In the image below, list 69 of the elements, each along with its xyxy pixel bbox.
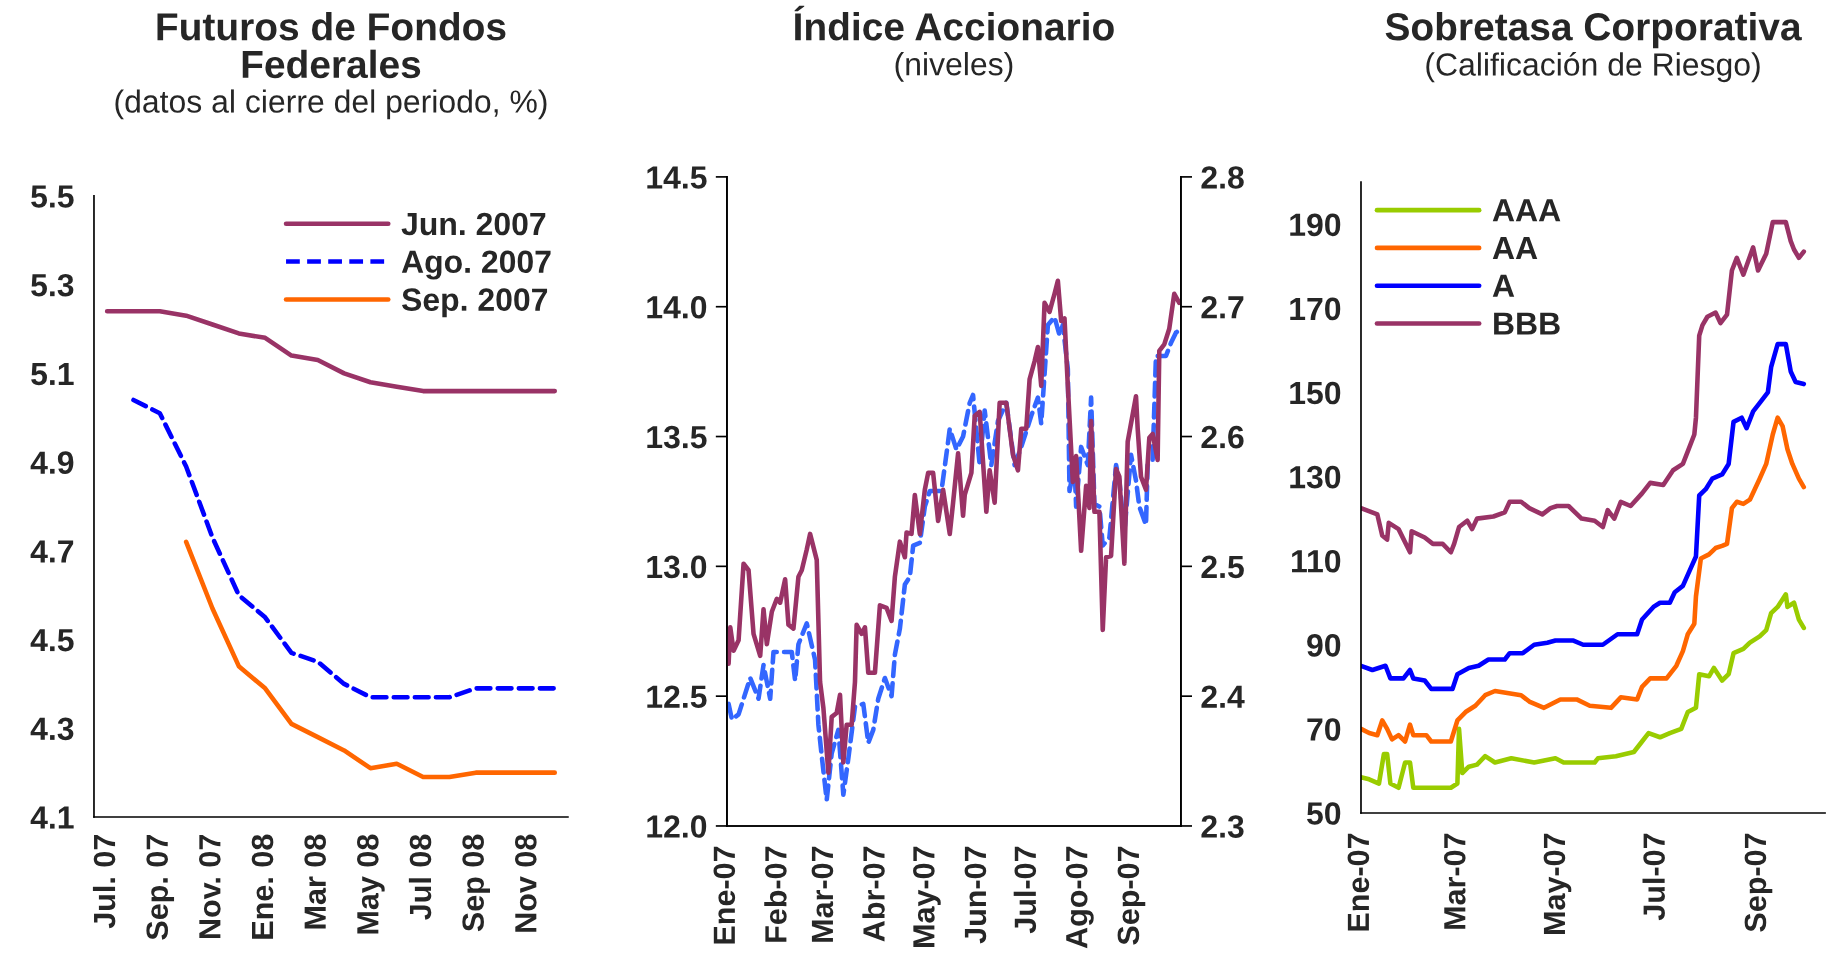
line-series	[1360, 592, 1807, 791]
x-tick-label: Sep-07	[1744, 833, 1773, 932]
x-tick-label: Jul 08	[408, 834, 432, 920]
y-tick-label: 12.0	[647, 815, 707, 838]
legend-label: A	[1492, 274, 1515, 297]
x-tick-label: Nov. 07	[199, 835, 221, 939]
legend-label: AA	[1492, 237, 1538, 260]
x-tick-label: Sep 08	[462, 834, 491, 932]
legend-label: Ago. 2007	[401, 250, 551, 280]
chart-subtitle: (Calificación de Riesgo)	[1426, 52, 1760, 83]
x-tick-label: May-07	[913, 846, 941, 947]
y-tick-label: 170	[1290, 297, 1341, 321]
x-tick-label: Ago-07	[1065, 846, 1094, 949]
y2-tick-label: 2.4	[1201, 685, 1245, 708]
legend-label: Jun. 2007	[401, 212, 546, 236]
y-tick-label: 4.7	[30, 540, 74, 563]
y-tick-label: 12.5	[647, 685, 707, 709]
y2-tick-label: 2.8	[1201, 166, 1244, 189]
line-series	[1360, 341, 1807, 692]
y-tick-label: 110	[1292, 549, 1341, 573]
x-tick-label: Mar-07	[1443, 833, 1466, 929]
y-tick-label: 4.5	[30, 629, 74, 652]
x-tick-label: Sep. 07	[146, 835, 175, 940]
y-tick-label: 4.3	[30, 717, 74, 741]
x-tick-label: Ene-07	[1347, 833, 1370, 931]
chart-title: Índice Accionario	[794, 5, 1114, 41]
x-tick-label: Ene. 08	[251, 834, 274, 939]
x-tick-label: Sep-07	[1117, 846, 1146, 945]
y-tick-label: 150	[1290, 381, 1341, 405]
x-tick-label: Feb-07	[764, 846, 787, 942]
x-tick-label: Jun-07	[964, 846, 987, 944]
line-series	[131, 397, 558, 700]
chart-title: Sobretasa Corporativa	[1385, 12, 1802, 49]
x-tick-label: May-07	[1543, 833, 1572, 934]
chart-title: Futuros de Fondos Federales	[157, 12, 506, 79]
y-tick-label: 70	[1307, 718, 1341, 741]
x-tick-label: Jul-07	[1013, 846, 1037, 934]
y-tick-label: 5.3	[31, 273, 74, 297]
legend-label: Sep. 2007	[401, 288, 548, 318]
y-tick-label: 190	[1290, 213, 1341, 237]
legend-label: BBB	[1494, 312, 1560, 335]
x-tick-label: Ene-07	[713, 846, 736, 944]
x-tick-label: Mar 08	[304, 834, 326, 929]
chart-subtitle: (niveles)	[895, 52, 1013, 82]
line-series	[183, 539, 558, 780]
x-tick-label: Jul-07	[1642, 833, 1665, 921]
x-tick-label: Jul. 07	[92, 835, 116, 929]
y-tick-label: 13.0	[647, 555, 707, 579]
y-tick-label: 14.0	[647, 295, 707, 319]
x-tick-label: May 08	[357, 834, 385, 934]
y-tick-label: 130	[1290, 465, 1341, 489]
x-tick-label: Mar-07	[811, 846, 834, 942]
y2-tick-label: 2.6	[1201, 425, 1244, 449]
y-tick-label: 5.1	[31, 362, 74, 386]
x-tick-label: Abr-07	[862, 846, 885, 942]
y-tick-label: 4.9	[30, 451, 74, 474]
line-series	[1360, 415, 1807, 744]
y2-tick-label: 2.5	[1201, 555, 1244, 579]
y-tick-label: 14.5	[647, 166, 707, 189]
y-tick-label: 90	[1307, 634, 1341, 657]
y-tick-label: 5.5	[31, 185, 74, 208]
y-tick-label: 4.1	[30, 806, 74, 829]
x-tick-label: Nov 08	[514, 834, 537, 932]
y2-tick-label: 2.7	[1201, 295, 1244, 319]
chart-subtitle: (datos al cierre del periodo, %)	[115, 89, 547, 120]
y-tick-label: 13.5	[647, 425, 707, 449]
legend-label: AAA	[1492, 199, 1561, 222]
y2-tick-label: 2.3	[1201, 815, 1244, 838]
y-tick-label: 50	[1307, 802, 1341, 825]
